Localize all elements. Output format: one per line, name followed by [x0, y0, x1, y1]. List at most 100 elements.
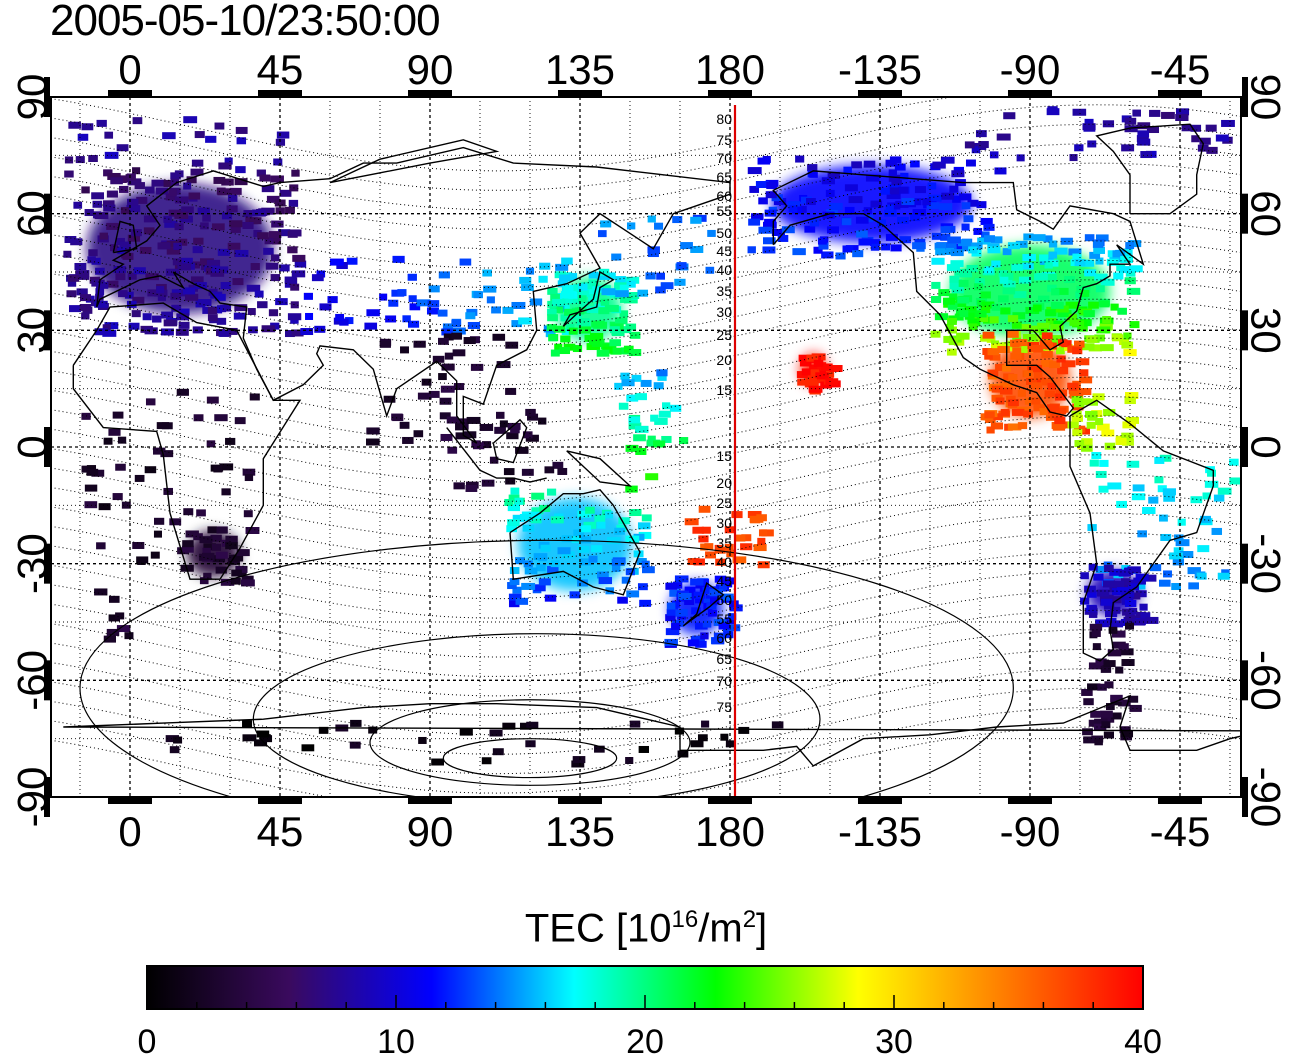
tec-cell — [1089, 251, 1101, 259]
tec-cell — [1055, 305, 1069, 313]
tec-cell — [949, 282, 964, 290]
tec-cell — [1098, 485, 1109, 493]
tec-cell — [428, 285, 440, 293]
tec-cell — [385, 315, 397, 323]
tec-cell — [1191, 135, 1200, 143]
tec-cell — [234, 178, 248, 186]
tec-cell — [463, 431, 477, 439]
tec-cell — [481, 441, 492, 449]
tec-cell — [1112, 588, 1121, 596]
tec-cell — [509, 578, 520, 586]
meridian-marker-label: 35 — [716, 535, 732, 551]
tec-cell — [701, 720, 710, 728]
meridian-marker-label: 25 — [716, 327, 732, 343]
mag-lat-contour — [51, 648, 1241, 736]
tec-cell — [665, 582, 678, 590]
tec-cell — [525, 740, 536, 748]
tec-cell — [941, 192, 955, 200]
tec-cell — [241, 575, 254, 583]
tec-cell — [1116, 500, 1127, 508]
tec-cell — [690, 740, 704, 748]
tec-cell — [120, 207, 130, 215]
tec-cell — [465, 484, 478, 492]
coastline — [329, 139, 500, 184]
tec-cell — [91, 192, 105, 200]
tec-cell — [718, 584, 727, 592]
tec-cell — [481, 757, 492, 765]
mag-pole-contour — [442, 738, 618, 779]
meridian-marker-label: 40 — [716, 262, 732, 278]
tec-cell — [975, 130, 987, 138]
tec-cell — [943, 247, 954, 255]
tec-cell — [102, 324, 111, 332]
tec-cell — [1088, 662, 1103, 670]
tec-cell — [242, 221, 254, 229]
mag-lat-contour — [51, 570, 1241, 658]
tec-cell — [1084, 118, 1094, 126]
tec-cell — [922, 198, 931, 206]
tec-cell — [795, 155, 805, 163]
tec-cell — [276, 131, 290, 139]
tec-cell — [103, 204, 116, 212]
tec-cell — [514, 497, 523, 505]
tec-cell — [1124, 397, 1136, 405]
tec-cell — [654, 222, 664, 230]
tec-cell — [825, 378, 839, 386]
tec-cell — [115, 612, 125, 620]
tec-cell — [116, 144, 129, 152]
tec-cell — [117, 436, 127, 444]
tec-cell — [268, 309, 279, 317]
tec-cell — [609, 339, 622, 347]
tec-cell — [291, 169, 300, 177]
tec-cell — [966, 265, 978, 273]
tec-cell — [1205, 124, 1217, 132]
right-latitude-label: -30 — [1243, 533, 1290, 594]
tec-cell — [600, 220, 612, 228]
tec-cell — [439, 397, 452, 405]
tec-cell — [600, 298, 610, 306]
tec-cell — [217, 248, 230, 256]
tec-cell — [527, 413, 539, 421]
tec-cell — [319, 303, 332, 311]
colorbar-title-unit: /m — [698, 906, 743, 951]
tec-cell — [206, 440, 216, 448]
tec-cell — [1163, 494, 1176, 502]
tec-cell — [247, 308, 256, 316]
tec-cell — [964, 306, 977, 314]
meridian-marker-label: 60 — [716, 188, 732, 204]
tec-cell — [1104, 442, 1116, 450]
tec-cell — [166, 240, 180, 248]
tec-cell — [1048, 251, 1058, 259]
tec-cell — [522, 431, 533, 439]
tec-cell — [555, 306, 564, 314]
tec-cell — [124, 632, 134, 640]
tec-cell — [971, 146, 981, 154]
tec-cell — [698, 505, 711, 513]
tec-cell — [1029, 325, 1040, 333]
tec-cell — [177, 263, 192, 271]
tec-cell — [1088, 344, 1102, 352]
tec-cell — [1149, 109, 1161, 117]
tec-cell — [499, 420, 508, 428]
tec-cell — [121, 501, 131, 509]
colorbar-title-exponent2: 2 — [742, 906, 757, 933]
tec-cell — [564, 308, 576, 316]
tec-cell — [512, 586, 522, 594]
tec-cell — [1007, 423, 1022, 431]
tec-cell — [407, 320, 420, 328]
tec-cell — [509, 567, 520, 575]
tec-cell — [1094, 738, 1103, 746]
tec-cell — [594, 745, 605, 753]
tec-cell — [1159, 454, 1172, 462]
tec-cell — [192, 246, 203, 254]
tec-cell — [952, 195, 961, 203]
tec-cell — [290, 283, 300, 291]
tec-cell — [169, 746, 180, 754]
tec-cell — [611, 558, 625, 566]
coastline — [562, 270, 615, 327]
tec-cell — [452, 327, 466, 335]
tec-cell — [1137, 530, 1147, 538]
tec-cell — [152, 315, 162, 323]
tec-cell — [1081, 438, 1093, 446]
tec-cell — [596, 272, 610, 280]
